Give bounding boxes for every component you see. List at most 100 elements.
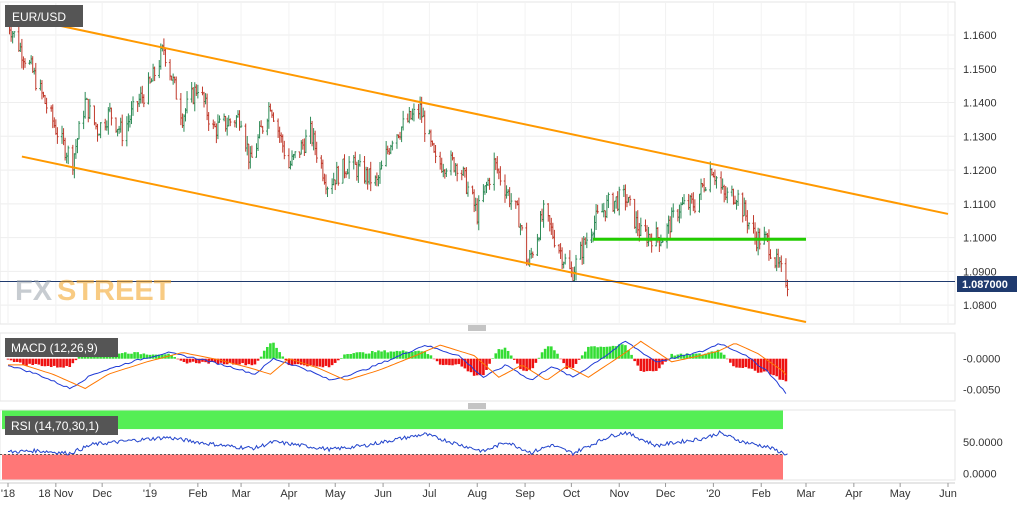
candle — [272, 112, 275, 122]
panel-splitter-2[interactable] — [468, 403, 486, 409]
macd-histogram-bar — [275, 347, 278, 359]
candle — [175, 76, 178, 100]
macd-histogram-bar — [34, 358, 38, 364]
macd-histogram-bar — [457, 358, 461, 365]
macd-histogram-bar — [679, 353, 683, 359]
time-tick-label: Mar — [797, 488, 816, 500]
macd-histogram-bar — [519, 358, 522, 370]
candle — [412, 103, 416, 122]
macd-histogram-bar — [611, 345, 615, 359]
candle — [434, 145, 437, 164]
macd-histogram-bar — [630, 354, 633, 359]
macd-histogram-bar — [772, 358, 775, 376]
macd-histogram-bar — [741, 358, 745, 368]
price-tick-label: 1.1000 — [963, 233, 997, 245]
macd-histogram-bar — [173, 357, 176, 359]
time-tick-label: May — [325, 488, 346, 500]
macd-histogram-bar — [127, 353, 130, 359]
macd-histogram-bar — [139, 354, 143, 359]
macd-histogram-bar — [46, 358, 50, 366]
macd-histogram-bar — [408, 351, 411, 359]
macd-histogram-bar — [571, 358, 575, 368]
macd-histogram-bar — [445, 358, 448, 365]
macd-histogram-bar — [738, 358, 741, 368]
macd-histogram-bar — [614, 346, 618, 359]
price-tick-label: 1.1100 — [963, 199, 996, 211]
macd-histogram-bar — [241, 358, 244, 364]
time-tick-label: '20 — [706, 488, 720, 500]
candle — [780, 255, 783, 272]
macd-histogram-bar — [213, 358, 217, 363]
macd-histogram-bar — [553, 350, 556, 359]
price-tick-label: 1.1600 — [963, 30, 997, 42]
macd-histogram-bar — [568, 358, 572, 368]
macd-histogram-bar — [654, 358, 658, 371]
candle — [736, 189, 740, 206]
macd-histogram-bar — [583, 351, 587, 359]
macd-histogram-bar — [389, 351, 393, 359]
macd-histogram-bar — [266, 346, 269, 359]
macd-histogram-bar — [361, 352, 365, 359]
macd-histogram-bar — [503, 347, 507, 359]
macd-tick-label: -0.0000 — [963, 354, 1000, 366]
time-tick-label: '19 — [143, 488, 157, 500]
candle — [499, 166, 502, 186]
candle — [704, 187, 707, 192]
price-tick-label: 1.0900 — [963, 266, 997, 278]
rsi-label: RSI (14,70,30,1) — [11, 419, 99, 433]
macd-histogram-bar — [639, 358, 643, 371]
macd-histogram-bar — [426, 354, 430, 359]
macd-histogram-bar — [210, 358, 214, 362]
macd-histogram-bar — [732, 358, 735, 367]
macd-histogram-bar — [56, 358, 59, 368]
macd-histogram-bar — [775, 358, 778, 377]
candle — [520, 225, 524, 231]
macd-histogram-bar — [370, 351, 374, 359]
candle — [466, 181, 470, 197]
candle — [142, 94, 146, 108]
macd-histogram-bar — [262, 350, 266, 359]
macd-histogram-bar — [133, 352, 136, 359]
macd-histogram-bar — [327, 358, 331, 368]
candle — [596, 204, 599, 214]
candle — [261, 125, 264, 134]
macd-histogram-bar — [182, 358, 186, 362]
candle — [239, 120, 243, 128]
candle — [304, 129, 308, 154]
macd-histogram-bar — [651, 358, 655, 372]
macd-histogram-bar — [49, 358, 53, 368]
candle — [229, 118, 232, 127]
macd-histogram-bar — [130, 353, 133, 359]
macd-histogram-bar — [299, 358, 303, 365]
candle — [715, 176, 718, 189]
macd-axis: -0.0000 -0.0050 — [963, 354, 1000, 397]
macd-histogram-bar — [324, 358, 328, 366]
panel-splitter-1[interactable] — [468, 325, 486, 331]
macd-histogram-bar — [701, 354, 704, 359]
macd-histogram-bar — [682, 354, 686, 359]
macd-histogram-bar — [781, 358, 785, 380]
macd-histogram-bar — [395, 350, 399, 359]
macd-histogram-bar — [12, 358, 16, 363]
macd-histogram-bar — [506, 350, 510, 359]
candle — [564, 253, 567, 265]
macd-histogram-bar — [556, 353, 559, 359]
macd-histogram-bar — [784, 358, 788, 382]
macd-histogram-bar — [546, 346, 550, 359]
macd-histogram-bar — [188, 358, 192, 363]
macd-histogram-bar — [293, 358, 297, 365]
macd-histogram-bar — [658, 358, 661, 369]
candle — [509, 193, 513, 210]
macd-histogram-bar — [627, 350, 630, 359]
macd-histogram-bar — [306, 358, 309, 367]
candle — [358, 154, 362, 167]
macd-histogram-bar — [340, 358, 343, 359]
time-tick-label: Aug — [467, 488, 487, 500]
macd-histogram-bar — [216, 358, 220, 365]
macd-histogram-bar — [725, 358, 729, 360]
rsi-panel — [0, 409, 956, 481]
macd-histogram-bar — [142, 353, 146, 359]
channel-upper-line — [7, 13, 949, 215]
candle — [121, 114, 124, 147]
time-tick-label: Mar — [232, 488, 251, 500]
